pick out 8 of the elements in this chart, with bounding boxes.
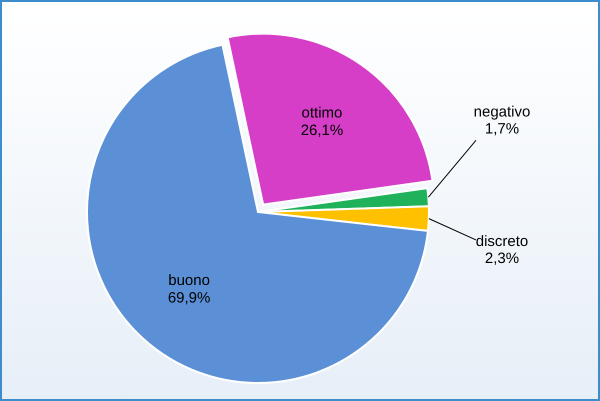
data-label: 2,3% [484,250,520,268]
data-label: 1,7% [484,120,520,138]
data-label: 69,9% [168,289,210,306]
data-label: 26,1% [300,122,344,139]
slice-label: discreto [476,232,528,250]
slice-label: ottimo [302,104,342,122]
slice-label: buono [168,272,210,290]
slice-label: negativo [474,103,530,120]
